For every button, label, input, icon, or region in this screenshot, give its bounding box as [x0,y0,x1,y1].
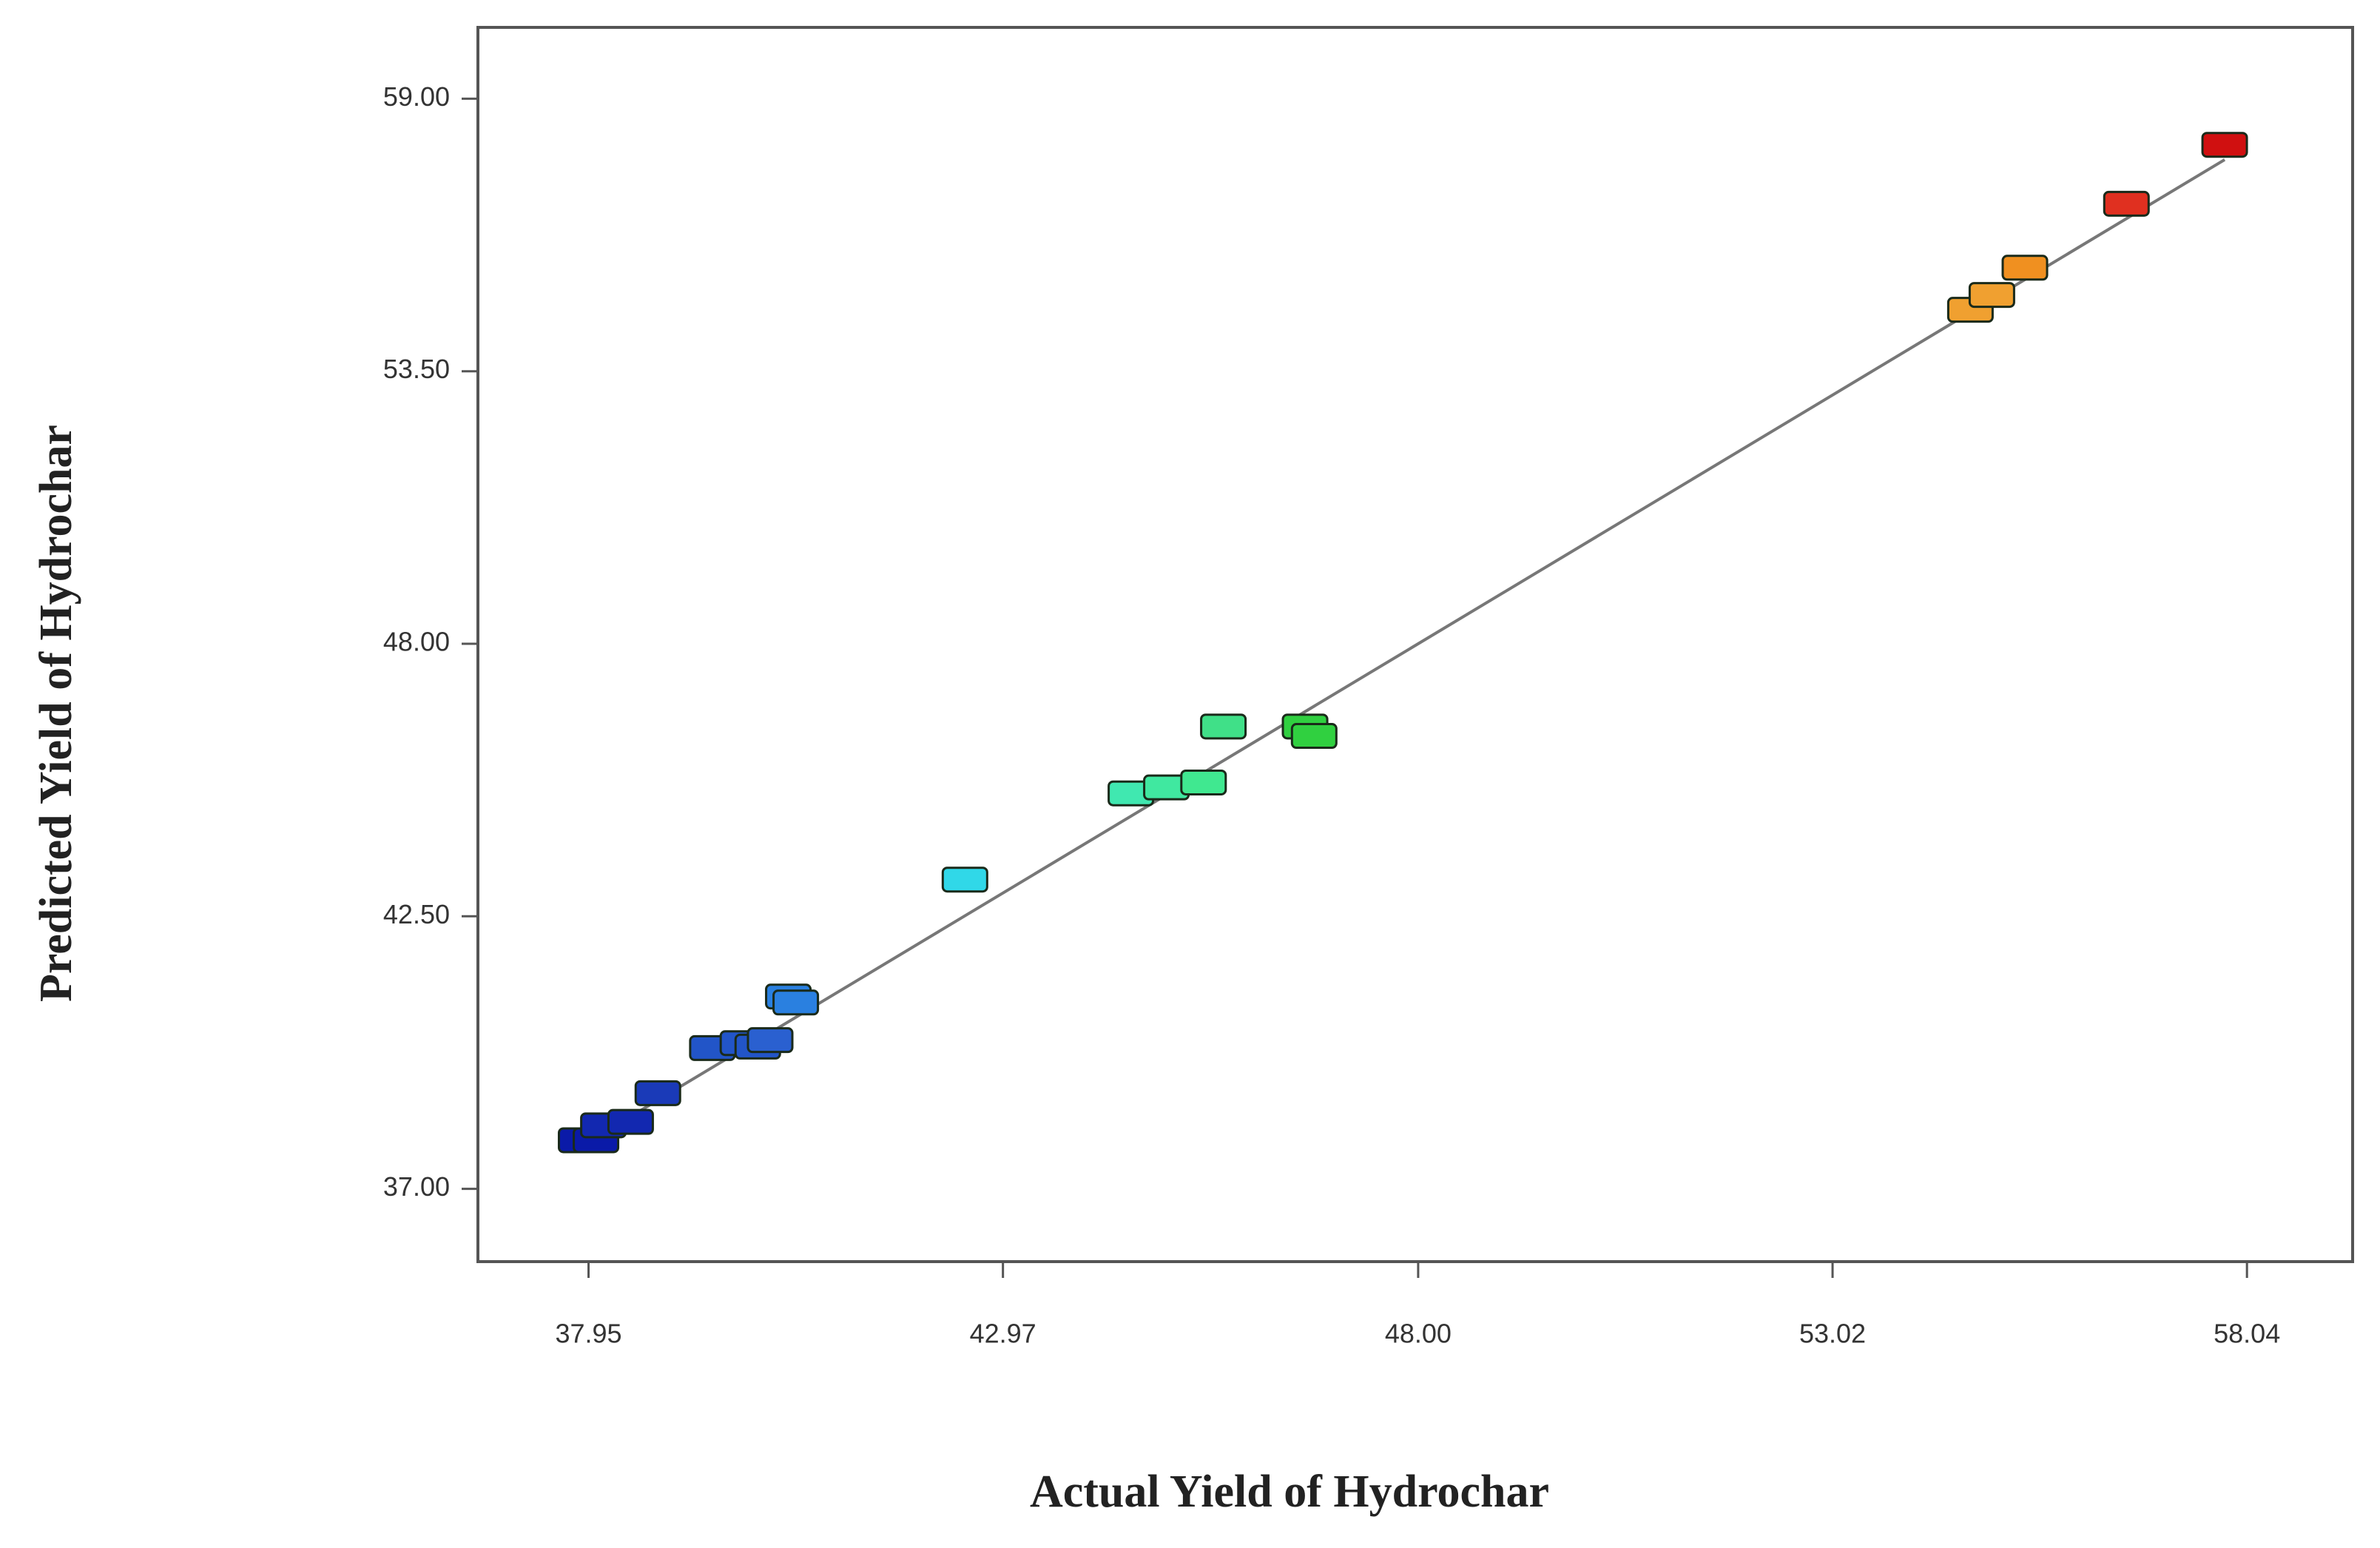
x-tick-label: 37.95 [555,1319,621,1349]
point [1968,282,2015,309]
y-tick-label: 42.50 [383,899,450,929]
point [772,989,820,1016]
point [1200,713,1247,740]
point [1180,769,1227,795]
x-axis-title: Actual Yield of Hydrochar [1030,1467,1549,1517]
y-axis-title: Predicted Yield of Hydrochar [31,425,81,1002]
point [2201,132,2248,158]
point [1290,723,1338,750]
point [634,1080,681,1106]
point [2103,190,2150,217]
point [2001,255,2049,281]
x-tick-label: 58.04 [2214,1319,2280,1349]
y-tick-label: 59.00 [383,81,450,112]
point [746,1027,794,1054]
y-tick-label: 48.00 [383,627,450,657]
y-tick-label: 53.50 [383,354,450,384]
x-tick-label: 42.97 [970,1319,1036,1349]
x-tick-label: 48.00 [1385,1319,1452,1349]
x-tick-label: 53.02 [1799,1319,1866,1349]
y-tick-label: 37.00 [383,1171,450,1202]
point [941,866,988,893]
point [607,1108,654,1135]
fit-line [580,158,2226,1148]
